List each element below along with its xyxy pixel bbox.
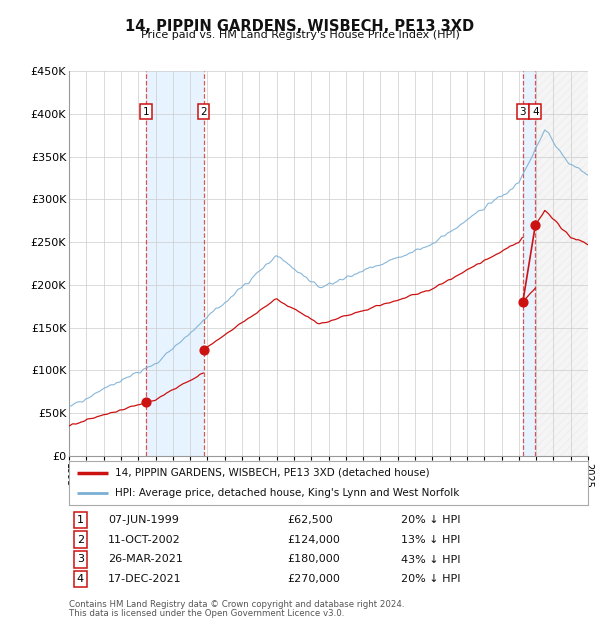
Text: 17-DEC-2021: 17-DEC-2021 xyxy=(108,574,182,584)
Text: 14, PIPPIN GARDENS, WISBECH, PE13 3XD: 14, PIPPIN GARDENS, WISBECH, PE13 3XD xyxy=(125,19,475,33)
Text: 2: 2 xyxy=(200,107,207,117)
Text: 3: 3 xyxy=(77,554,84,564)
Text: £180,000: £180,000 xyxy=(287,554,340,564)
Point xyxy=(199,345,208,355)
Bar xyxy=(146,71,203,456)
Point xyxy=(530,220,540,230)
Text: This data is licensed under the Open Government Licence v3.0.: This data is licensed under the Open Gov… xyxy=(69,609,344,618)
Text: Price paid vs. HM Land Registry's House Price Index (HPI): Price paid vs. HM Land Registry's House … xyxy=(140,30,460,40)
Text: 43% ↓ HPI: 43% ↓ HPI xyxy=(401,554,461,564)
Point xyxy=(141,397,151,407)
Text: 26-MAR-2021: 26-MAR-2021 xyxy=(108,554,183,564)
Text: 1: 1 xyxy=(77,515,84,525)
Text: 1: 1 xyxy=(142,107,149,117)
Text: 14, PIPPIN GARDENS, WISBECH, PE13 3XD (detached house): 14, PIPPIN GARDENS, WISBECH, PE13 3XD (d… xyxy=(115,467,429,478)
Point xyxy=(518,297,527,307)
Text: 2: 2 xyxy=(77,535,84,545)
Bar xyxy=(523,71,535,456)
Text: 13% ↓ HPI: 13% ↓ HPI xyxy=(401,535,461,545)
Text: £124,000: £124,000 xyxy=(287,535,340,545)
Text: Contains HM Land Registry data © Crown copyright and database right 2024.: Contains HM Land Registry data © Crown c… xyxy=(69,600,404,609)
Text: 11-OCT-2002: 11-OCT-2002 xyxy=(108,535,181,545)
Text: 3: 3 xyxy=(520,107,526,117)
Text: HPI: Average price, detached house, King's Lynn and West Norfolk: HPI: Average price, detached house, King… xyxy=(115,488,459,498)
Text: £62,500: £62,500 xyxy=(287,515,333,525)
Bar xyxy=(535,71,588,456)
Text: 4: 4 xyxy=(77,574,84,584)
Text: 4: 4 xyxy=(532,107,539,117)
Text: 20% ↓ HPI: 20% ↓ HPI xyxy=(401,574,461,584)
Text: 20% ↓ HPI: 20% ↓ HPI xyxy=(401,515,461,525)
Text: £270,000: £270,000 xyxy=(287,574,340,584)
Text: 07-JUN-1999: 07-JUN-1999 xyxy=(108,515,179,525)
